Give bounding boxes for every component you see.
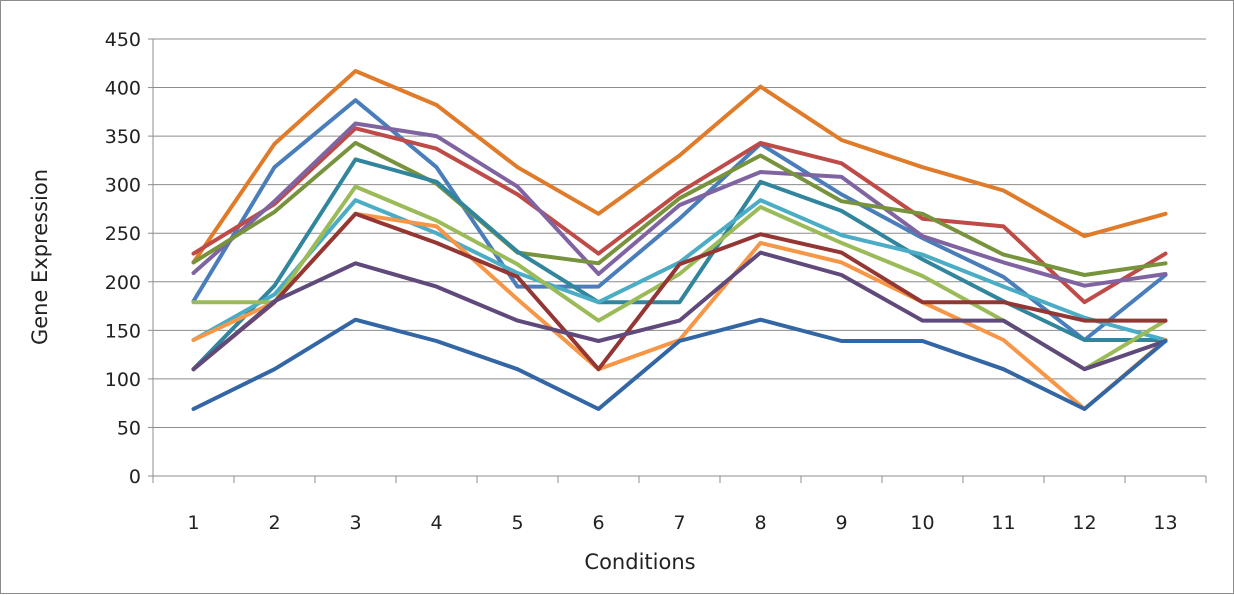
y-tick-label: 150: [105, 320, 141, 342]
x-tick-label: 7: [673, 512, 685, 534]
x-tick-label: 6: [592, 512, 604, 534]
x-tick-label: 10: [910, 512, 934, 534]
x-axis-title: Conditions: [584, 550, 695, 574]
series-line-3: [191, 126, 1168, 305]
gridlines: [153, 38, 1206, 428]
y-tick-label: 200: [105, 272, 141, 294]
series-line-4: [191, 121, 1168, 288]
x-tick-label: 11: [991, 512, 1015, 534]
series-lines: [191, 69, 1168, 411]
y-tick-label: 100: [105, 369, 141, 391]
y-tick-label: 300: [105, 175, 141, 197]
series-line-12: [191, 317, 1168, 411]
x-tick-label: 4: [430, 512, 442, 534]
x-tick-label: 9: [835, 512, 847, 534]
x-tick-label: 5: [511, 512, 523, 534]
x-tick-label: 13: [1153, 512, 1177, 534]
x-tick-label: 12: [1072, 512, 1096, 534]
series-line-2: [191, 98, 1168, 342]
x-tick-label: 2: [268, 512, 280, 534]
y-tick-label: 50: [117, 417, 141, 439]
y-axis-title: Gene Expression: [28, 169, 52, 345]
y-tick-label: 0: [129, 466, 141, 488]
y-tick-label: 450: [105, 29, 141, 51]
series-line-1: [191, 69, 1168, 265]
x-tick-label: 8: [754, 512, 766, 534]
axes: [148, 38, 1207, 483]
series-line-5: [191, 140, 1168, 277]
y-tick-label: 350: [105, 126, 141, 148]
y-tick-label: 250: [105, 223, 141, 245]
y-tick-label: 400: [105, 78, 141, 100]
x-tick-labels: 1 2 3 4 5 6 7 8 9 10 11 12 13: [187, 512, 1177, 534]
x-tick-label: 3: [349, 512, 361, 534]
y-tick-labels: 0 50 100 150 200 250 300 350 400 450: [105, 29, 141, 488]
series-line-11: [191, 250, 1168, 372]
series-line-10: [191, 211, 1168, 372]
x-tick-label: 1: [187, 512, 199, 534]
